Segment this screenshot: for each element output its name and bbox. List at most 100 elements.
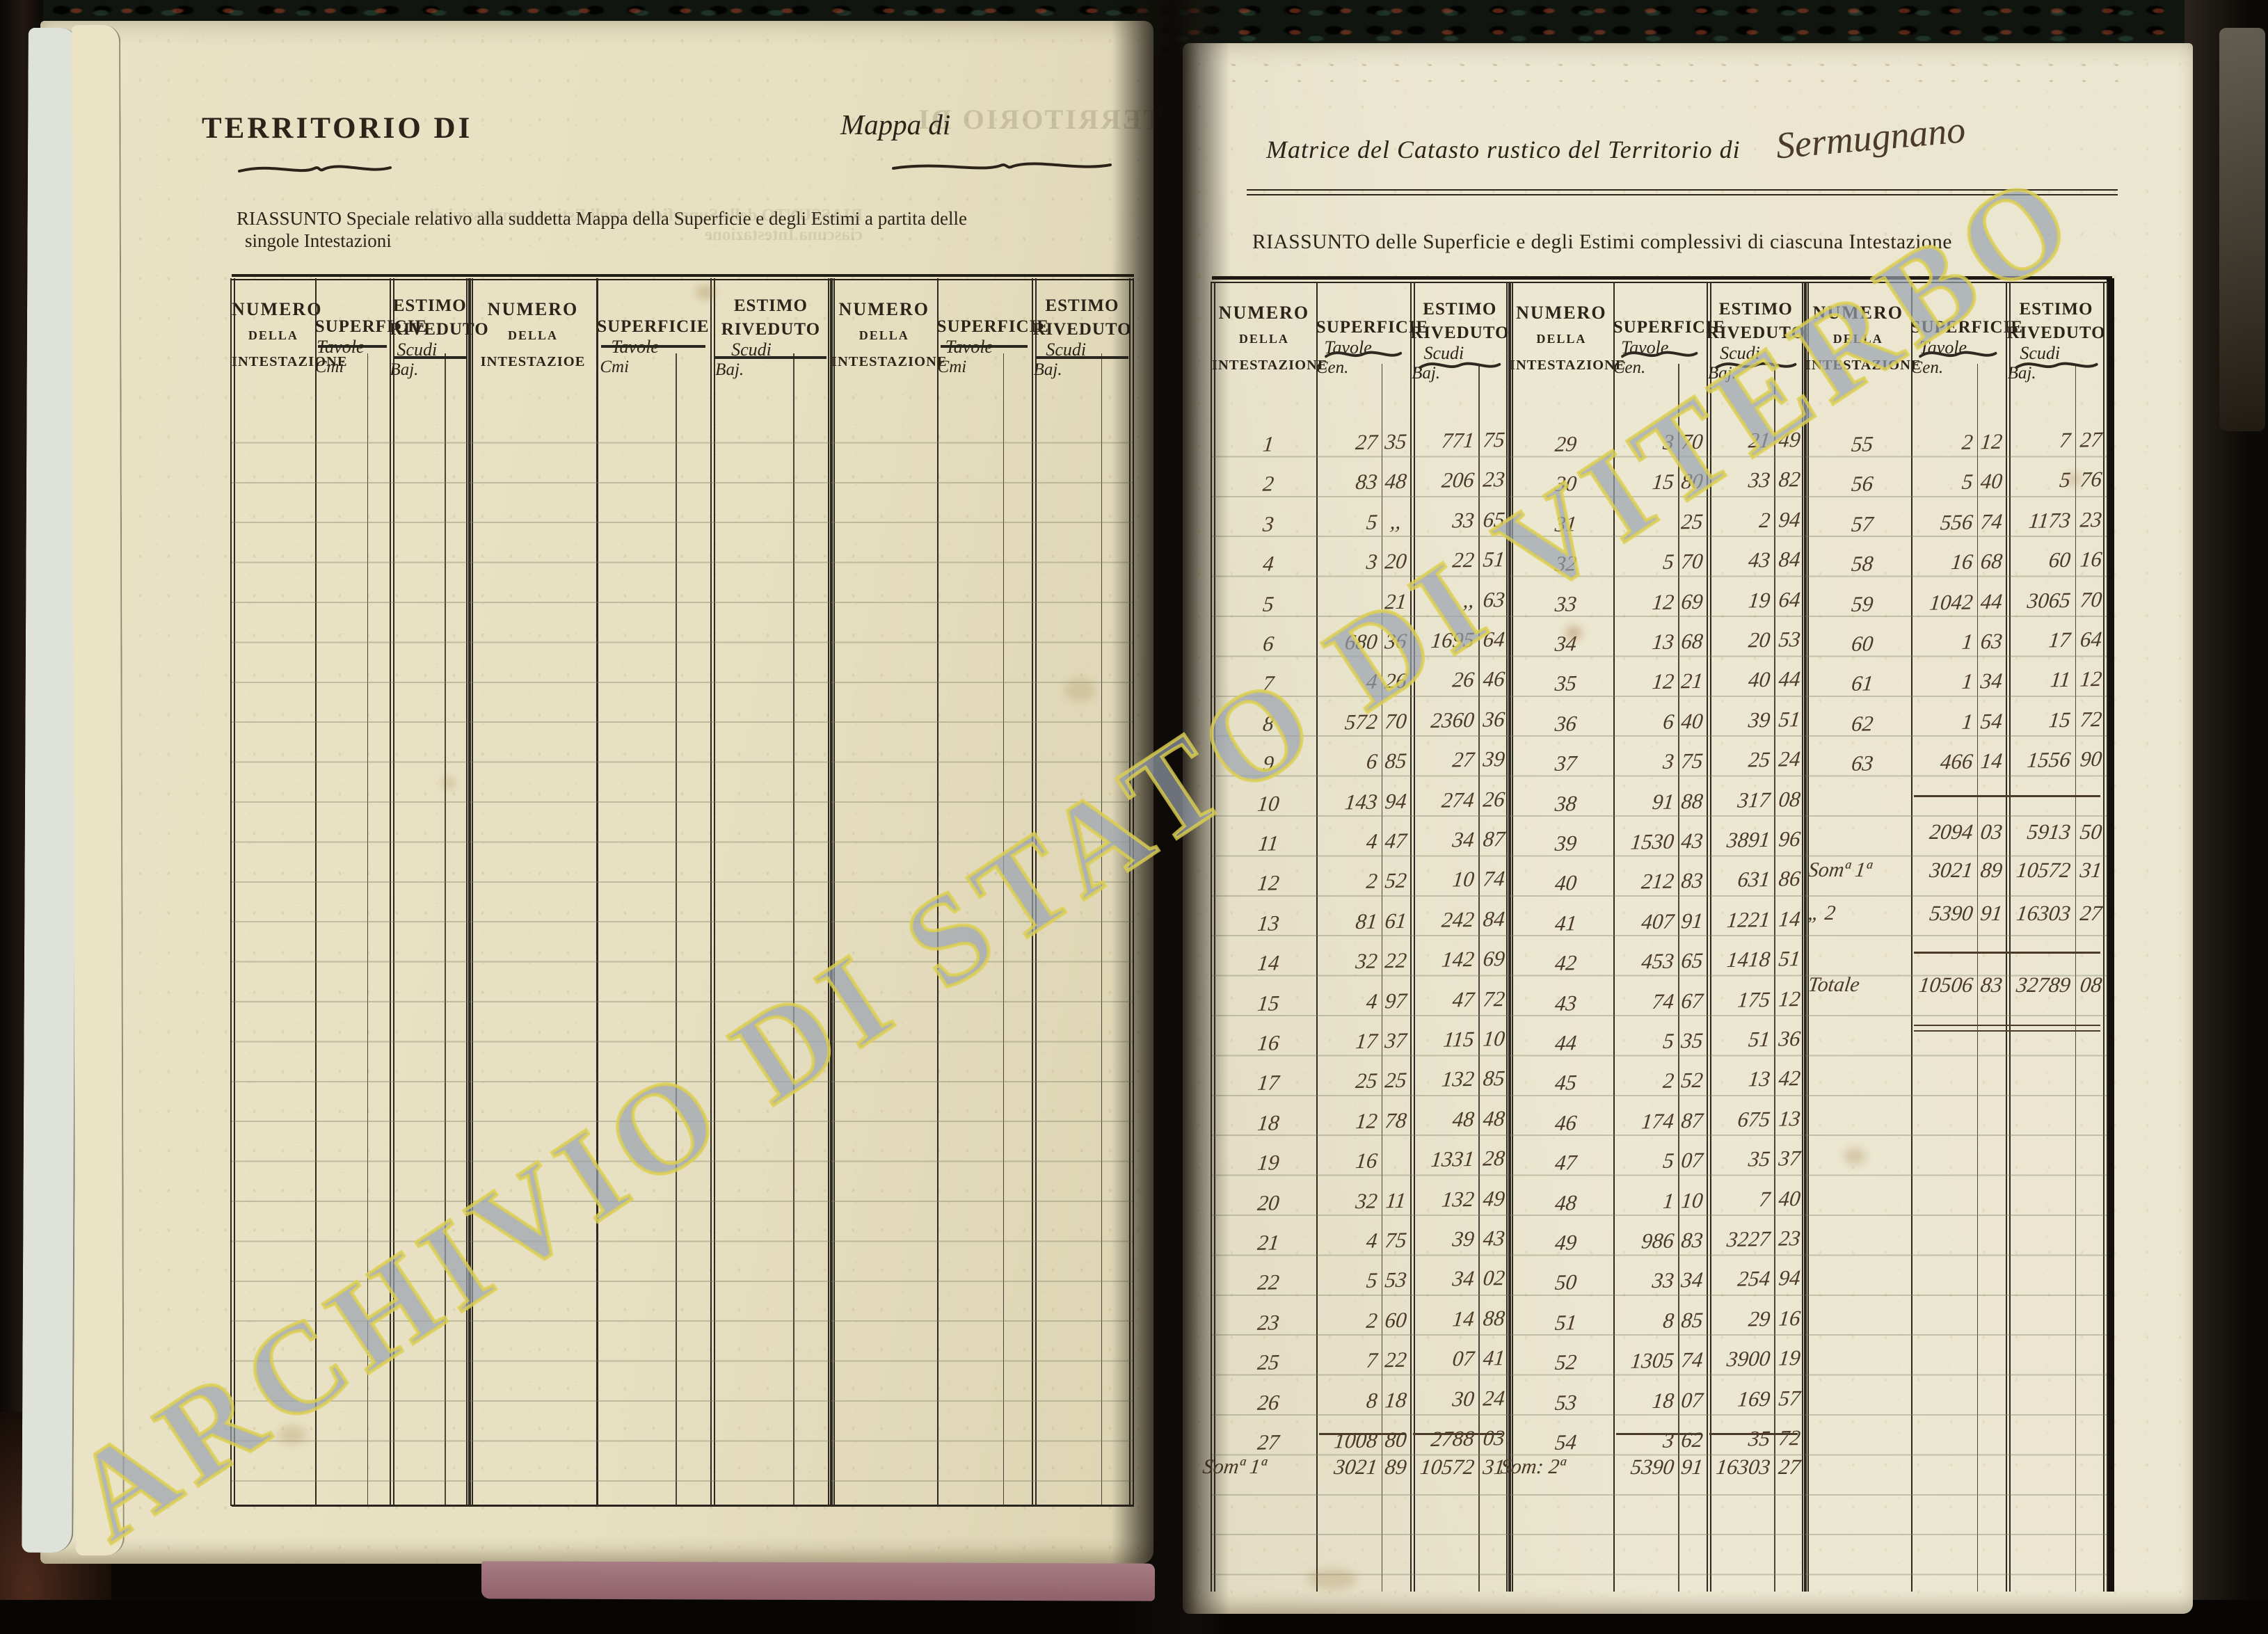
cell-baj: 48 [1482, 1105, 1506, 1131]
cell-tavole: 1042 [1928, 589, 1974, 615]
cell-tavole: 12 [1651, 668, 1675, 694]
cell-tavole: 4 [1365, 988, 1379, 1014]
table-row: 7 4 26 26 46 [1211, 659, 1510, 704]
cell-tavole: 5 [1661, 1148, 1675, 1174]
rule [1316, 282, 1318, 1592]
header-label: NUMERO [487, 299, 579, 319]
superficie-header: SUPERFICIE Tavole Cen. [1613, 282, 1725, 417]
table-row: 29 3 70 21 49 [1509, 419, 1805, 465]
cell-scudi: 13 [1747, 1066, 1771, 1091]
cell-scudi: 1556 [2026, 746, 2072, 773]
cell-baj: 36 [1482, 706, 1506, 732]
rule [1774, 364, 1775, 1592]
table-row: 37 3 75 25 24 [1509, 739, 1805, 784]
cell-numero: 58 [1850, 551, 1875, 577]
som2-row: „ 2 5390 91 16303 27 [1805, 893, 2107, 933]
cell-cen: 52 [1383, 868, 1408, 893]
table-row: 57 556 74 1173 23 [1805, 499, 2107, 545]
column-headers: NUMERO DELLA INTESTAZIONE SUPERFICIE Tav… [232, 278, 488, 403]
cell-baj: 41 [1482, 1345, 1506, 1370]
header-label: SUPERFICIE [1316, 318, 1429, 337]
cell-numero: 12 [1256, 870, 1281, 896]
header-rule [941, 345, 1028, 348]
table-row: 19 16 1331 28 [1211, 1138, 1510, 1183]
cell-baj: 94 [1778, 1265, 1802, 1291]
cell-scudi: 30 [1451, 1386, 1476, 1411]
header-label: NUMERO [1516, 303, 1607, 323]
total-cen: 91 [1679, 1455, 1705, 1479]
cell-cen: 74 [1979, 508, 2004, 534]
cell-tavole: 18 [1651, 1388, 1675, 1413]
cell-numero: 10 [1256, 790, 1281, 816]
cell-cen: 83 [1680, 868, 1704, 893]
table-row: 56 5 40 5 76 [1805, 459, 2107, 504]
cell-baj: 72 [2078, 706, 2103, 732]
cell-scudi: 39 [1451, 1226, 1476, 1251]
header-label: INTESTAZIOE [480, 354, 586, 369]
cell-cen: 40 [1680, 708, 1704, 734]
cell-baj: 16 [1778, 1305, 1802, 1331]
rule [367, 353, 369, 1506]
table-row: 13 81 61 242 84 [1211, 899, 1510, 944]
totale-scudi: 32789 [2015, 972, 2073, 997]
cell-tavole: 32 [1354, 948, 1379, 974]
header-label: DELLA [507, 328, 558, 342]
numero-header: NUMERO DELLA INTESTAZIONE [1510, 282, 1626, 417]
cell-cen: 87 [1680, 1107, 1704, 1133]
cell-tavole: 1 [1960, 709, 1974, 734]
cell-scudi: 34 [1451, 1266, 1476, 1291]
cell-scudi: 22 [1451, 547, 1476, 572]
cell-baj: 63 [1482, 586, 1506, 612]
cell-numero: 47 [1554, 1150, 1579, 1176]
cell-numero: 62 [1850, 711, 1875, 736]
cell-tavole: 212 [1640, 868, 1675, 894]
rule [445, 353, 446, 1506]
cell-scudi: 115 [1442, 1026, 1476, 1052]
table-row: 51 8 85 29 16 [1509, 1298, 1805, 1343]
left-table-bottom-border [232, 1505, 1134, 1507]
right-table-group-1: NUMERO DELLA INTESTAZIONE SUPERFICIE Tav… [1201, 282, 1511, 1592]
cell-baj: 24 [1482, 1385, 1506, 1411]
cell-tavole: 17 [1354, 1028, 1379, 1054]
total-baj: 27 [1778, 1455, 1803, 1479]
cell-baj: 27 [2078, 426, 2103, 452]
cell-baj: 42 [1778, 1066, 1802, 1091]
cell-numero: 56 [1850, 471, 1875, 497]
cell-cen: 25 [1680, 508, 1704, 534]
header-rule [600, 345, 706, 348]
cell-scudi: 33 [1747, 467, 1771, 492]
cell-baj: 46 [1482, 666, 1506, 692]
cell-tavole: 1 [1960, 629, 1974, 654]
cell-scudi: 7 [2058, 427, 2072, 453]
cell-baj: 69 [1482, 946, 1506, 971]
right-table-group-3: NUMERO DELLA INTESTAZIONE SUPERFICIE Tav… [1804, 282, 2108, 1592]
table-row: 62 1 54 15 72 [1805, 699, 2107, 744]
table-row: 48 1 10 7 40 [1509, 1178, 1805, 1224]
table-row: 41 407 91 1221 14 [1509, 899, 1805, 944]
column-headers: NUMERO DELLA INTESTAZIONE SUPERFICIE Tav… [1805, 282, 2107, 417]
header-label: DELLA [859, 328, 909, 342]
total-tavole: 3021 [1332, 1455, 1379, 1479]
table-row: 25 7 22 07 41 [1211, 1338, 1510, 1383]
cell-tavole: 2 [1960, 429, 1974, 454]
cell-scudi: 15 [2047, 707, 2072, 732]
cell-numero: 7 [1261, 671, 1275, 696]
cell-baj: 96 [1778, 826, 1802, 851]
rule [1804, 282, 1809, 1592]
header-label: DELLA [248, 328, 298, 342]
cell-cen: 74 [1680, 1347, 1704, 1372]
header-label: INTESTAZIONE [1510, 358, 1626, 373]
header-label: NUMERO [1218, 303, 1310, 323]
cell-baj: 74 [1482, 866, 1506, 892]
cell-baj: 86 [1778, 866, 1802, 892]
cell-cen: 70 [1680, 548, 1704, 574]
cell-cen: 91 [1680, 908, 1704, 934]
cell-tavole: 5 [1661, 549, 1675, 575]
cell-cen: 35 [1680, 1027, 1704, 1053]
rule [1678, 364, 1679, 1592]
estimo-header: ESTIMO RIVEDUTO Scudi Baj. [2006, 282, 2107, 417]
cell-scudi: 254 [1736, 1266, 1771, 1292]
cell-baj: 23 [1482, 467, 1506, 492]
cell-scudi: 142 [1440, 947, 1476, 972]
pen-rule [1616, 1433, 1702, 1435]
